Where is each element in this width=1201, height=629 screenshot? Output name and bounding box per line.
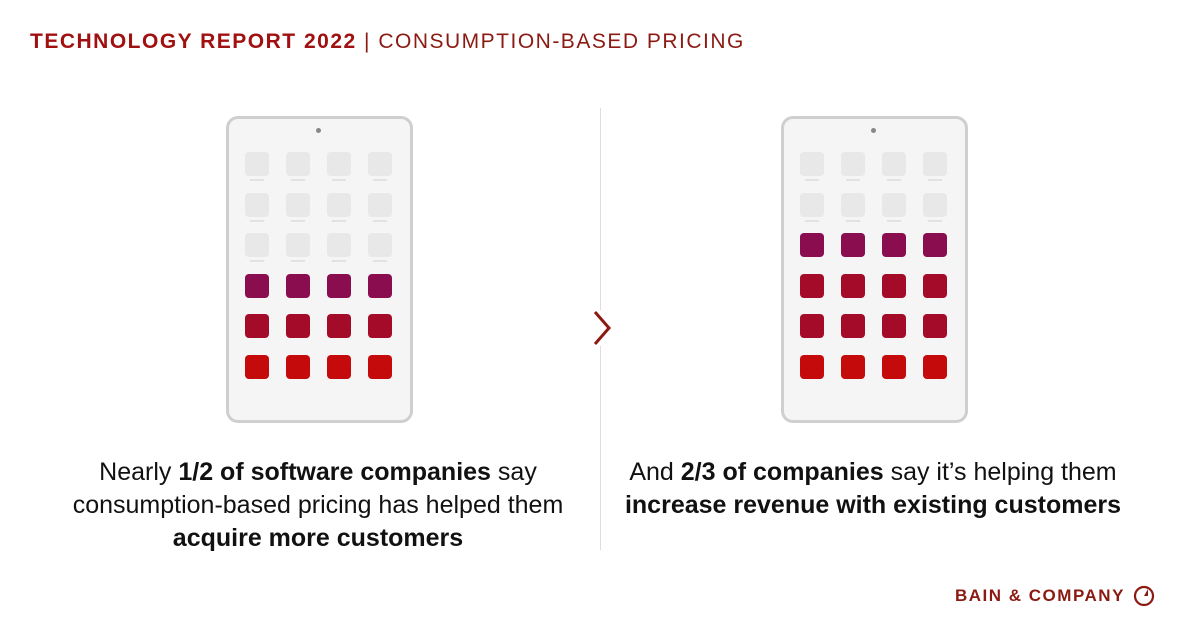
- app-icon-gray: [245, 233, 269, 257]
- app-icon-purple: [923, 233, 947, 257]
- app-icon-gray: [327, 233, 351, 257]
- app-icon-purple: [286, 273, 310, 298]
- app-icon-purple: [327, 273, 351, 298]
- app-icon-crimson: [286, 314, 310, 338]
- app-label-bar: [250, 219, 264, 222]
- bain-logo-icon: [1133, 585, 1155, 607]
- app-icon-crimson: [841, 273, 865, 298]
- app-icon-crimson: [327, 314, 351, 338]
- app-icon-gray: [245, 152, 269, 176]
- left-caption: Nearly 1/2 of software companies say con…: [72, 458, 564, 552]
- app-icon-purple: [368, 273, 392, 298]
- app-icon-gray: [800, 152, 824, 176]
- app-label-bar: [805, 179, 819, 181]
- app-icon-red: [368, 354, 392, 379]
- app-icon-gray: [245, 192, 269, 217]
- page-title: TECHNOLOGY REPORT 2022 | CONSUMPTION-BAS…: [30, 30, 745, 53]
- tablet-right: [781, 116, 968, 423]
- app-icon-red: [841, 354, 865, 379]
- tablet-left: [226, 116, 413, 423]
- app-label-bar: [887, 219, 901, 222]
- app-icon-crimson: [245, 314, 269, 338]
- app-icon-red: [245, 354, 269, 379]
- app-label-bar: [332, 219, 346, 222]
- app-icon-crimson: [800, 273, 824, 298]
- right-caption: And 2/3 of companies say it’s helping th…: [624, 458, 1122, 519]
- app-label-bar: [846, 219, 860, 222]
- bain-logo: BAIN & COMPANY: [955, 585, 1155, 607]
- app-icon-crimson: [368, 314, 392, 338]
- app-icon-gray: [286, 192, 310, 217]
- app-icon-crimson: [882, 273, 906, 298]
- app-icon-gray: [368, 233, 392, 257]
- app-icon-gray: [286, 233, 310, 257]
- app-icon-crimson: [882, 314, 906, 338]
- app-icon-red: [923, 354, 947, 379]
- app-label-bar: [332, 260, 346, 262]
- app-label-bar: [250, 179, 264, 181]
- app-icon-gray: [368, 152, 392, 176]
- app-icon-gray: [841, 192, 865, 217]
- app-icon-gray: [286, 152, 310, 176]
- app-icon-gray: [327, 192, 351, 217]
- app-label-bar: [373, 179, 387, 181]
- app-label-bar: [291, 179, 305, 181]
- app-label-bar: [805, 219, 819, 222]
- chevron-right-icon: [586, 310, 616, 346]
- app-icon-crimson: [841, 314, 865, 338]
- app-icon-red: [882, 354, 906, 379]
- app-label-bar: [887, 179, 901, 181]
- app-label-bar: [291, 260, 305, 262]
- app-label-bar: [928, 219, 942, 222]
- app-label-bar: [332, 179, 346, 181]
- camera-icon: [871, 128, 876, 133]
- app-icon-red: [800, 354, 824, 379]
- app-label-bar: [373, 260, 387, 262]
- app-icon-purple: [800, 233, 824, 257]
- app-icon-red: [327, 354, 351, 379]
- app-label-bar: [373, 219, 387, 222]
- app-label-bar: [846, 179, 860, 181]
- app-icon-gray: [923, 192, 947, 217]
- app-icon-crimson: [923, 314, 947, 338]
- app-label-bar: [250, 260, 264, 262]
- app-icon-purple: [841, 233, 865, 257]
- app-icon-gray: [327, 152, 351, 176]
- app-icon-gray: [882, 152, 906, 176]
- app-icon-gray: [368, 192, 392, 217]
- app-icon-red: [286, 354, 310, 379]
- app-icon-gray: [841, 152, 865, 176]
- app-icon-purple: [245, 273, 269, 298]
- app-icon-crimson: [800, 314, 824, 338]
- app-label-bar: [928, 179, 942, 181]
- app-icon-gray: [800, 192, 824, 217]
- app-icon-gray: [923, 152, 947, 176]
- app-icon-purple: [882, 233, 906, 257]
- app-label-bar: [291, 219, 305, 222]
- app-icon-gray: [882, 192, 906, 217]
- camera-icon: [316, 128, 321, 133]
- app-icon-crimson: [923, 273, 947, 298]
